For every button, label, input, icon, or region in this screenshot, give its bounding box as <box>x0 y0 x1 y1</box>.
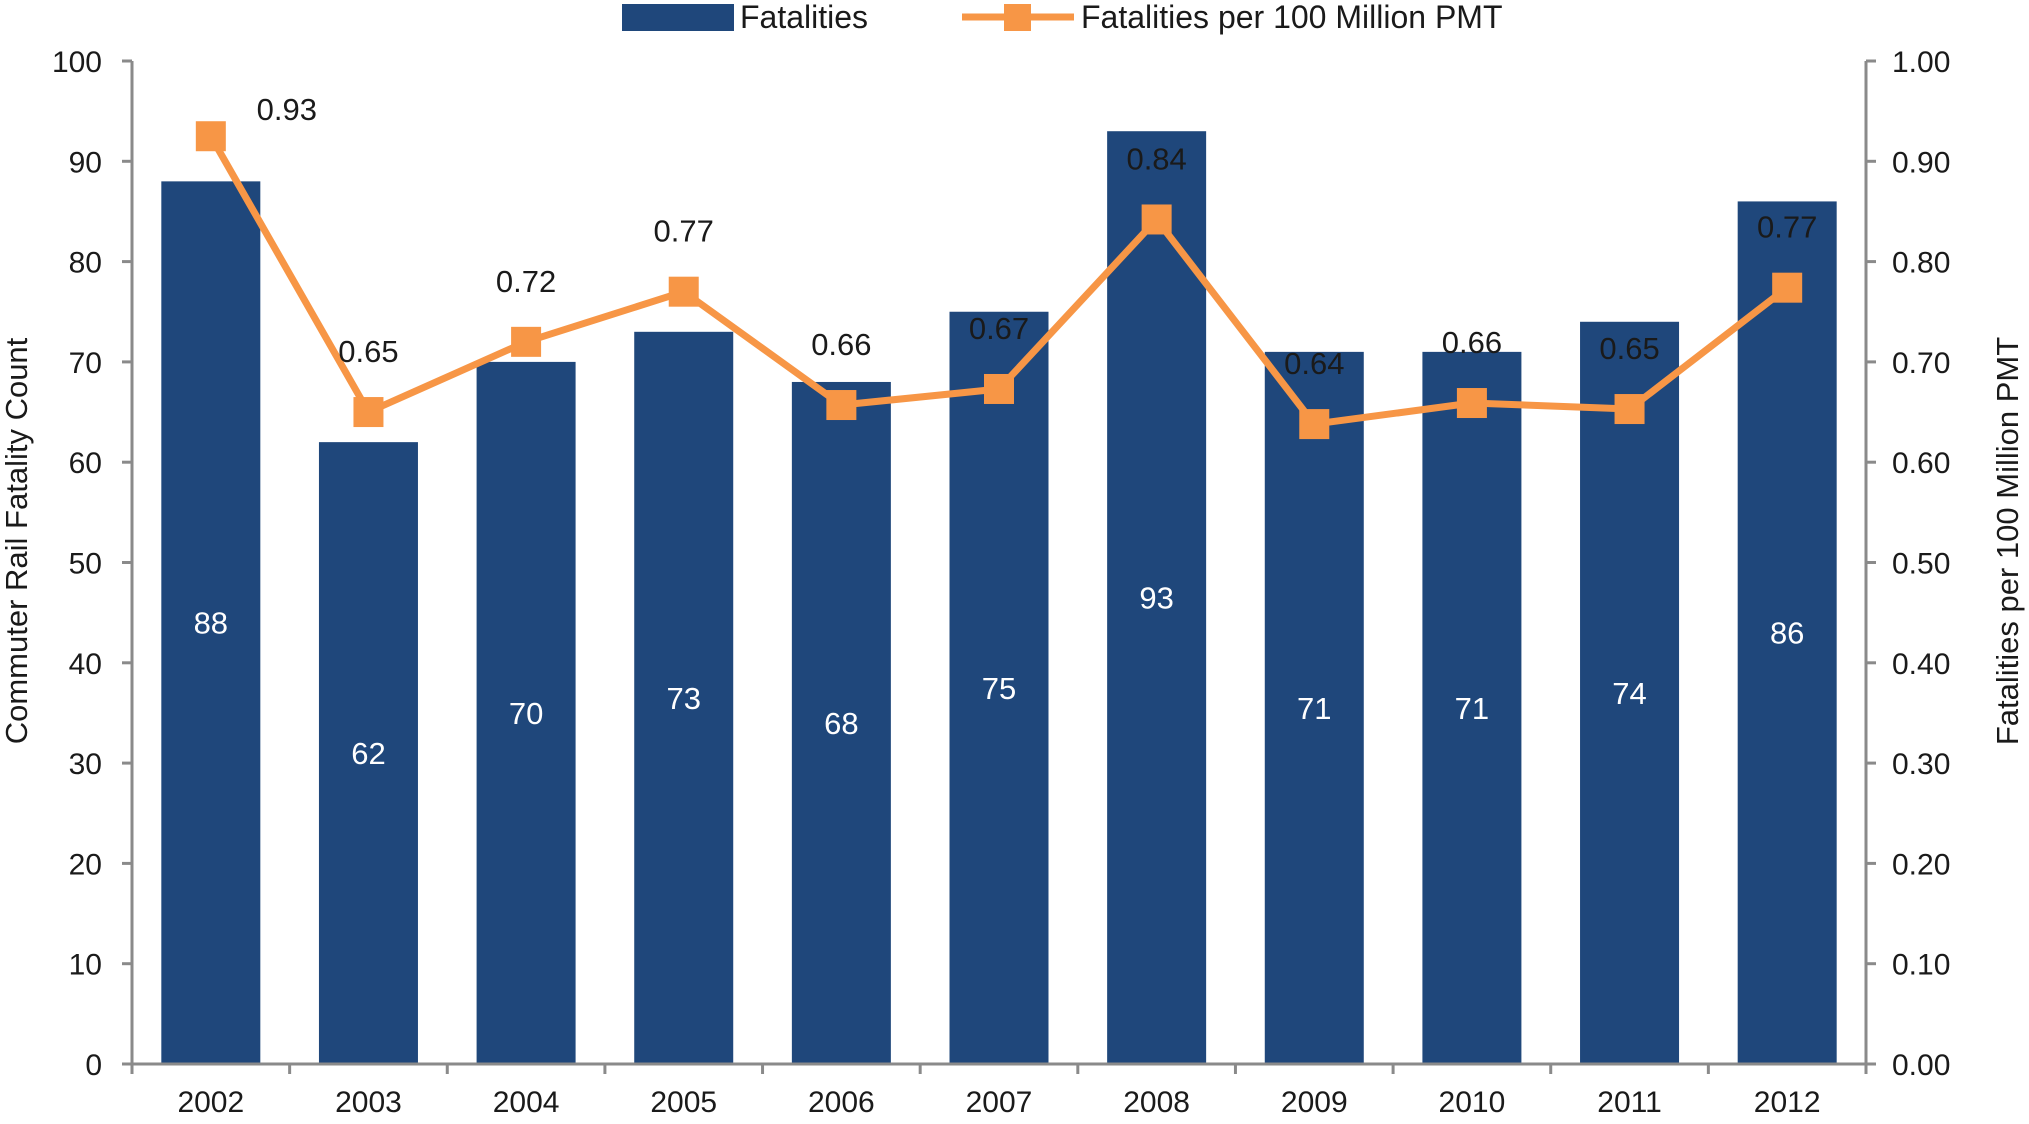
y-tick-label: 80 <box>69 247 102 280</box>
x-tick-label-2007: 2007 <box>966 1086 1033 1119</box>
x-tick-label-2009: 2009 <box>1281 1086 1348 1119</box>
bar-2004 <box>476 361 576 1064</box>
bar-2006 <box>791 381 891 1065</box>
y2-tick-label: 0.10 <box>1892 949 1950 982</box>
x-tick-label-2012: 2012 <box>1754 1086 1821 1119</box>
bar-value-label-2012: 86 <box>1770 616 1804 651</box>
y-tick-label: 60 <box>69 447 102 480</box>
rate-value-label-2010: 0.66 <box>1442 325 1502 360</box>
rate-marker-2005 <box>668 276 699 307</box>
x-tick-label-2011: 2011 <box>1597 1086 1662 1119</box>
rate-marker-2002 <box>195 121 226 152</box>
rate-value-label-2008: 0.84 <box>1126 141 1186 176</box>
rate-marker-2009 <box>1299 409 1330 440</box>
y2-tick-label: 0.40 <box>1892 648 1950 681</box>
bar-value-label-2003: 62 <box>351 736 385 771</box>
rate-marker-2004 <box>511 326 542 357</box>
bar-value-label-2007: 75 <box>982 671 1016 706</box>
legend-fatalities-swatch <box>622 4 734 31</box>
y2-tick-label: 0.80 <box>1892 247 1950 280</box>
y-tick-label: 10 <box>69 949 102 982</box>
y-tick-label: 40 <box>69 648 102 681</box>
rate-marker-2006 <box>826 390 857 421</box>
bar-2011 <box>1580 321 1680 1064</box>
bar-value-label-2004: 70 <box>509 696 543 731</box>
y2-tick-label: 0.30 <box>1892 748 1950 781</box>
y2-tick-label: 0.70 <box>1892 347 1950 380</box>
y2-axis-title: Fatalities per 100 Million PMT <box>1990 337 2025 745</box>
x-tick-label-2003: 2003 <box>335 1086 402 1119</box>
axes-layer: 0 10 20 30 40 50 60 70 80 90 100 0.00 0.10 0.20 0.30 0.… <box>52 46 1950 1119</box>
rate-marker-2003 <box>353 397 384 428</box>
legend-rate-marker <box>1004 4 1031 31</box>
bar-2005 <box>634 331 734 1064</box>
bars-layer <box>161 131 1837 1065</box>
x-tick-label-2002: 2002 <box>177 1086 244 1119</box>
rate-value-label-2003: 0.65 <box>338 334 398 369</box>
rate-line-layer <box>195 121 1803 440</box>
rate-marker-2012 <box>1772 272 1803 303</box>
bar-value-label-2008: 93 <box>1139 581 1173 616</box>
bar-value-label-2006: 68 <box>824 706 858 741</box>
y2-tick-label: 0.60 <box>1892 447 1950 480</box>
y-tick-label: 30 <box>69 748 102 781</box>
x-tick-label-2008: 2008 <box>1123 1086 1190 1119</box>
y-tick-label: 90 <box>69 146 102 179</box>
rate-value-label-2004: 0.72 <box>496 264 556 299</box>
data-labels-layer: 88 62 70 73 68 75 93 71 71 74 86 0.93 0.65 0.72 0.77 0.… <box>194 92 1818 771</box>
y-tick-label: 100 <box>52 46 102 79</box>
rate-value-label-2009: 0.64 <box>1284 346 1344 381</box>
x-tick-label-2005: 2005 <box>650 1086 717 1119</box>
y2-tick-label: 0.50 <box>1892 548 1950 581</box>
rate-marker-2008 <box>1141 204 1172 235</box>
bar-2012 <box>1737 201 1837 1065</box>
bar-2002 <box>161 181 261 1065</box>
bar-2010 <box>1422 351 1522 1064</box>
legend-fatalities-label: Fatalities <box>740 0 868 35</box>
bar-2008 <box>1107 131 1207 1064</box>
rate-marker-2010 <box>1456 388 1487 419</box>
bar-2003 <box>318 442 418 1064</box>
y2-tick-label: 1.00 <box>1892 46 1950 79</box>
bar-value-label-2005: 73 <box>666 681 700 716</box>
x-tick-label-2004: 2004 <box>493 1086 560 1119</box>
rate-value-label-2005: 0.77 <box>654 214 714 249</box>
rate-value-label-2012: 0.77 <box>1757 210 1817 245</box>
y-tick-label: 50 <box>69 548 102 581</box>
y-tick-label: 20 <box>69 848 102 881</box>
y-tick-label: 0 <box>85 1049 102 1082</box>
y2-tick-label: 0.00 <box>1892 1049 1950 1082</box>
bar-2009 <box>1264 351 1364 1064</box>
bar-2007 <box>949 311 1049 1064</box>
x-tick-label-2006: 2006 <box>808 1086 875 1119</box>
rate-value-label-2002: 0.93 <box>257 92 317 127</box>
bar-value-label-2011: 74 <box>1612 676 1646 711</box>
legend: Fatalities Fatalities per 100 Million PM… <box>622 0 1502 35</box>
rate-value-label-2006: 0.66 <box>811 327 871 362</box>
legend-rate-label: Fatalities per 100 Million PMT <box>1081 0 1502 35</box>
y2-tick-label: 0.90 <box>1892 146 1950 179</box>
bar-value-label-2009: 71 <box>1297 691 1331 726</box>
y-axis-title: Commuter Rail Fatality Count <box>0 337 34 744</box>
bar-value-label-2010: 71 <box>1455 691 1489 726</box>
bar-value-label-2002: 88 <box>194 606 228 641</box>
x-tick-label-2010: 2010 <box>1439 1086 1506 1119</box>
rate-value-label-2011: 0.65 <box>1599 331 1659 366</box>
rate-marker-2007 <box>984 373 1014 404</box>
y-tick-label: 70 <box>69 347 102 380</box>
rate-value-label-2007: 0.67 <box>969 311 1029 346</box>
y2-tick-label: 0.20 <box>1892 848 1950 881</box>
rate-marker-2011 <box>1614 394 1645 425</box>
